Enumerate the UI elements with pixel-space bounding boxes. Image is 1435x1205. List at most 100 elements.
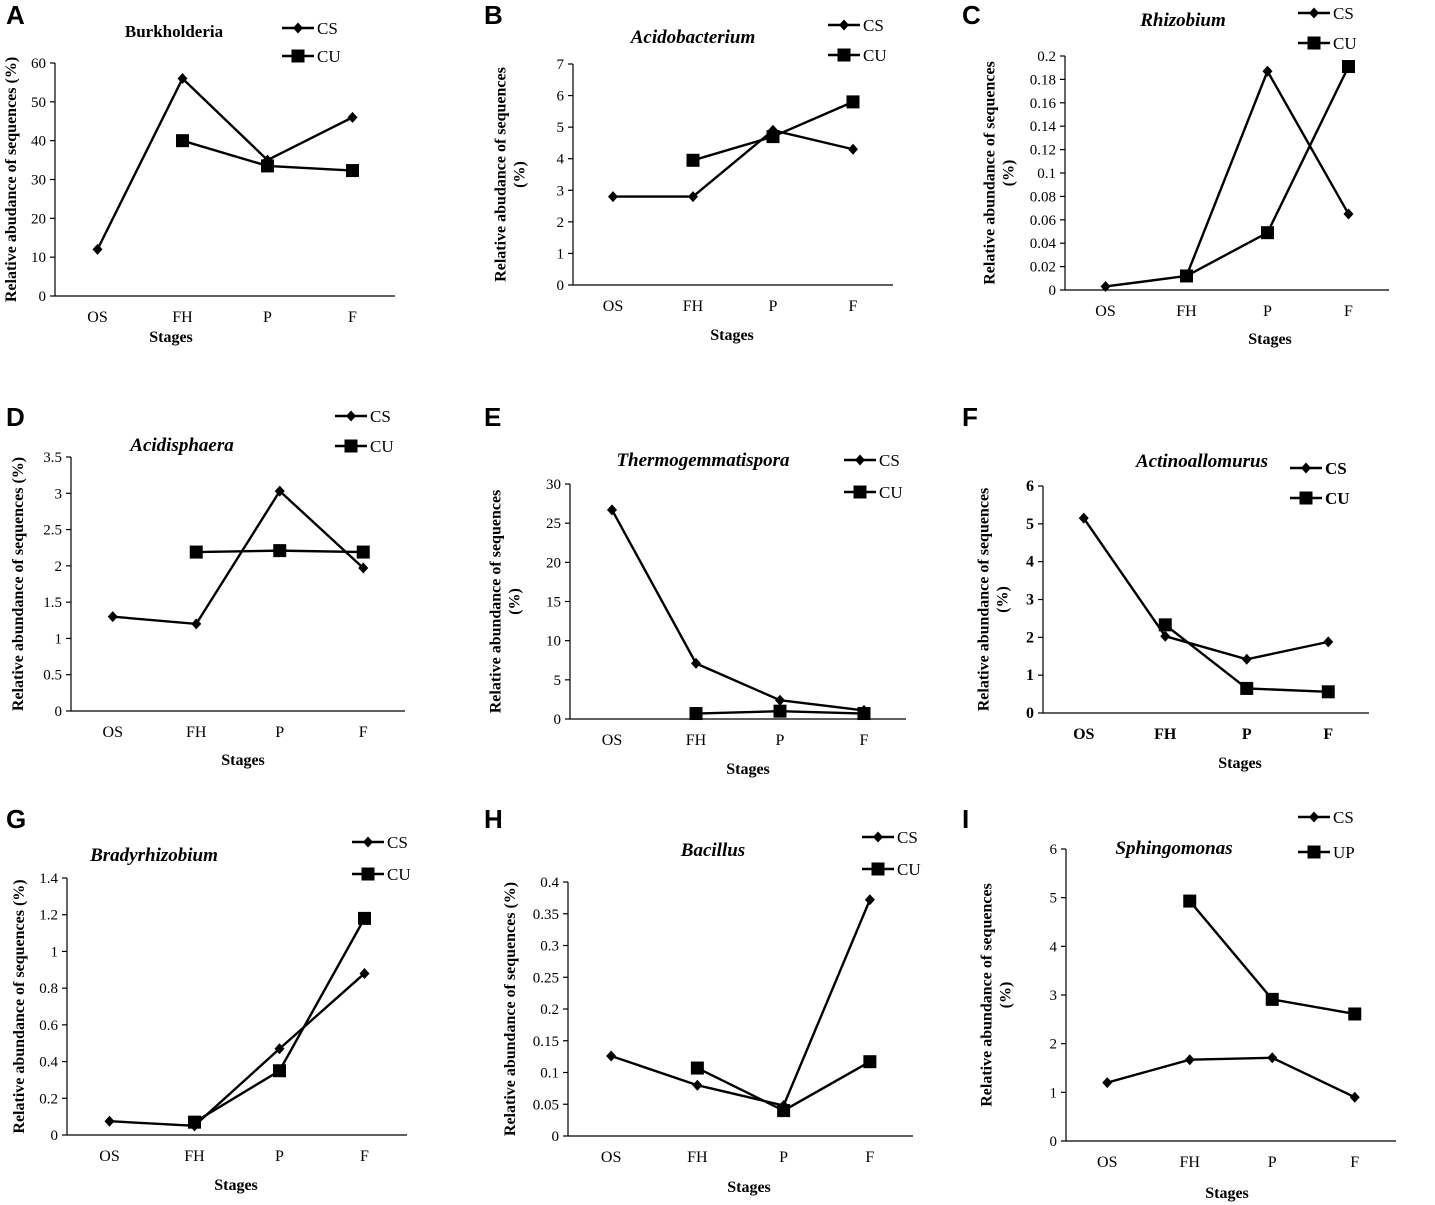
y-axis-label-f: (%)	[995, 586, 1012, 613]
legend-label-d: CS	[370, 407, 391, 426]
data-point-d-cu	[189, 545, 203, 559]
chart-title-b: Acidobacterium	[630, 27, 756, 48]
y-tick-label-d: 1	[55, 631, 63, 647]
data-point-h-cs	[864, 894, 875, 906]
chart-c: 0 0.02 0.04 0.06 0.08 0.1 0.12 0.14 0.16 0.18 0.2 O…	[982, 4, 1389, 348]
x-tick-label-g: FH	[184, 1148, 205, 1165]
x-tick-label-a: FH	[172, 309, 193, 326]
y-tick-label-h: 0.4	[540, 875, 559, 891]
y-tick-label-g: 0.6	[39, 1018, 58, 1034]
panel-letter-c: C	[962, 0, 981, 30]
y-axis-label-g: Relative abundance of sequences (%)	[11, 879, 28, 1133]
legend-label-g: CS	[387, 833, 408, 852]
data-point-i-cs	[1184, 1054, 1195, 1066]
data-point-g-cu	[358, 911, 371, 925]
data-point-d-cu	[273, 544, 287, 558]
data-point-c-cs	[1343, 208, 1354, 220]
chart-i: 0 1 2 3 4 5 6 OS FH P F Stages Relative abundance of…	[979, 808, 1396, 1202]
y-tick-label-h: 0.1	[540, 1066, 559, 1082]
data-point-c-cs	[1262, 65, 1273, 77]
data-point-d-cs	[107, 611, 118, 623]
chart-d: 0 0.5 1 1.5 2 2.5 3 3.5 OS FH P F Stages Relative abu…	[10, 407, 405, 769]
legend-label-e: CU	[879, 483, 903, 502]
series-line-h-cs	[610, 899, 871, 1107]
y-tick-label-b: 4	[557, 152, 565, 168]
legend-label-c: CU	[1333, 34, 1357, 53]
chart-title-c: Rhizobium	[1139, 10, 1226, 31]
y-axis-label-h: Relative abundance of sequences (%)	[502, 882, 519, 1136]
y-axis-label-i: (%)	[998, 982, 1015, 1009]
x-axis-label-i: Stages	[1205, 1185, 1249, 1202]
series-line-c-cs	[1105, 68, 1350, 288]
y-tick-label-b: 2	[557, 215, 565, 231]
series-line-e-cs	[610, 509, 865, 712]
x-tick-label-a: P	[263, 309, 272, 326]
data-point-a-cu	[346, 164, 359, 178]
chart-title-a: Burkholderia	[125, 22, 224, 41]
y-tick-label-g: 0.8	[39, 981, 58, 997]
x-tick-label-g: P	[275, 1148, 284, 1165]
panel-a: A 0 10 20 30 40 50 60 OS FH P F Stages Relative abuda…	[0, 0, 478, 400]
y-tick-label-g: 0	[51, 1128, 59, 1144]
legend-marker-f	[1299, 491, 1313, 505]
chart-title-h: Bacillus	[680, 840, 745, 861]
data-point-h-cs	[606, 1050, 617, 1062]
x-tick-label-d: P	[275, 724, 284, 741]
chart-h: 0 0.05 0.1 0.15 0.2 0.25 0.3 0.35 0.4 OS FH P F Stage…	[502, 828, 921, 1196]
y-tick-label-f: 6	[1026, 478, 1034, 495]
chart-e: 0 5 10 15 20 25 30 OS FH P F Stages Relative abundan…	[488, 450, 906, 778]
legend-label-c: CS	[1333, 4, 1354, 23]
y-tick-label-c: 0.12	[1030, 143, 1056, 159]
data-point-e-cs	[691, 657, 701, 669]
data-point-e-cs	[775, 694, 785, 706]
legend-label-a: CS	[317, 19, 338, 38]
legend-marker-b	[837, 48, 851, 62]
y-tick-label-a: 50	[31, 95, 46, 111]
y-tick-label-a: 10	[31, 250, 46, 266]
legend-label-f: CS	[1325, 459, 1347, 478]
y-tick-label-g: 0.4	[39, 1055, 58, 1071]
data-point-f-cu	[1158, 618, 1172, 632]
legend-label-f: CU	[1325, 489, 1350, 508]
legend-marker-b	[839, 19, 849, 31]
panel-letter-i: I	[962, 804, 970, 834]
panel-letter-g: G	[6, 804, 27, 834]
legend-marker-c	[1309, 7, 1319, 19]
chart-f: 0 1 2 3 4 5 6 OS FH P F Stages Relative abundance of…	[976, 451, 1369, 772]
y-tick-label-f: 0	[1026, 705, 1034, 722]
data-point-i-cs	[1102, 1077, 1113, 1089]
data-point-h-cu	[690, 1061, 704, 1075]
panel-letter-f: F	[962, 402, 978, 432]
data-point-g-cs	[274, 1043, 285, 1055]
y-tick-label-a: 60	[31, 56, 46, 72]
x-tick-label-g: F	[360, 1148, 369, 1165]
legend-marker-d	[346, 410, 356, 422]
y-tick-label-i: 2	[1050, 1037, 1058, 1053]
x-axis-label-b: Stages	[710, 327, 754, 344]
data-point-d-cu	[356, 545, 370, 559]
x-tick-label-f: FH	[1154, 726, 1177, 743]
x-tick-label-e: OS	[602, 732, 622, 749]
data-point-h-cs	[692, 1079, 703, 1091]
chart-b: 0 1 2 3 4 5 6 7 OS FH P F Stages Relative abudance of…	[493, 16, 893, 344]
x-tick-label-b: P	[769, 298, 778, 315]
y-tick-label-h: 0.25	[533, 970, 559, 986]
data-point-f-cu	[1240, 681, 1254, 695]
y-tick-label-d: 3.5	[43, 450, 62, 466]
y-tick-label-c: 0.1	[1037, 166, 1056, 182]
x-tick-label-c: F	[1344, 303, 1353, 320]
legend-marker-c	[1307, 36, 1321, 50]
data-point-i-cs	[1349, 1091, 1360, 1103]
chart-g: 0 0.2 0.4 0.6 0.8 1 1.2 1.4 OS FH P F Stages Relative…	[11, 833, 411, 1194]
series-line-f-cs	[1082, 517, 1329, 661]
data-point-b-cu	[846, 95, 860, 109]
data-point-h-cu	[777, 1104, 791, 1118]
y-tick-label-h: 0	[552, 1129, 560, 1145]
data-point-i-cs	[1267, 1052, 1278, 1064]
y-tick-label-e: 0	[554, 712, 562, 728]
series-line-i-cs	[1106, 1056, 1356, 1099]
x-tick-label-e: FH	[686, 732, 707, 749]
x-tick-label-b: F	[849, 298, 858, 315]
y-tick-label-f: 1	[1026, 667, 1034, 684]
